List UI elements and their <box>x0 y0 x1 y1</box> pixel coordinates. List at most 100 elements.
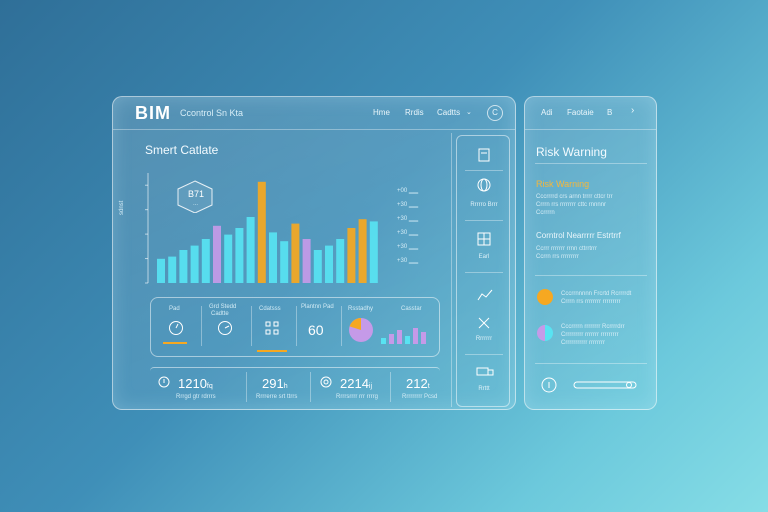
right-tick-label: +30 ▁▁ <box>397 230 419 236</box>
grid-icon[interactable] <box>477 232 491 246</box>
bar <box>325 245 333 283</box>
metric-sep <box>251 306 252 346</box>
truck-icon[interactable] <box>476 366 494 378</box>
side-nav-faotaie[interactable]: Faotaie <box>567 108 594 117</box>
right-tick-label: +30 ▁▁ <box>397 216 419 222</box>
bar <box>347 228 356 283</box>
tool-sep <box>465 272 503 273</box>
kpi-3-value: 2214 <box>340 376 369 391</box>
tool-label-earl: Earl <box>478 254 490 260</box>
kpi-3-unit: ij <box>368 383 373 390</box>
chart-icon[interactable] <box>477 288 493 302</box>
control-line: Ccrrr rrrrrrr rrnn cttrrtrrr <box>536 246 597 252</box>
metric-label-plant: Plantnn Pad <box>301 304 334 310</box>
bar <box>224 234 233 283</box>
globe-icon[interactable] <box>477 178 491 192</box>
control-line: Ccrrn rrs rrrrrrrrr <box>536 254 579 260</box>
risk-item-2-line: Cccrrrrn rrrrrrrr Rcrrrrdrr <box>561 324 625 330</box>
metric-value-plant: 60 <box>308 322 324 338</box>
tool-column: Rrrrro Brrr Earl Rrrrrrr Rrttt <box>456 135 510 407</box>
brand-logo: BIM <box>135 103 171 123</box>
nav-home[interactable]: Hme <box>373 108 390 117</box>
chevron-down-icon[interactable]: ⌄ <box>466 109 472 116</box>
nav-reports[interactable]: Rrdis <box>405 108 424 117</box>
kpi-sep <box>390 372 391 402</box>
chevron-right-icon[interactable]: › <box>631 105 635 116</box>
side-nav-adi[interactable]: Adi <box>541 108 553 117</box>
bar <box>246 217 255 283</box>
kpi-sep <box>246 372 247 402</box>
main-divider <box>451 133 452 407</box>
mini-bar <box>413 328 418 344</box>
hexagon-badge-icon <box>177 180 213 213</box>
risk-warning-title: Risk Warning <box>536 179 590 189</box>
bar <box>235 228 244 283</box>
metric-sep <box>296 306 297 346</box>
metric-sep <box>341 306 342 346</box>
document-icon[interactable] <box>477 148 491 162</box>
bar <box>213 225 221 283</box>
main-header: BIM Ccontrol Sn Kta Hme Rrdis Cadtts ⌄ C <box>113 97 515 130</box>
bar <box>168 256 177 283</box>
mini-bar <box>381 338 386 344</box>
clock-icon <box>158 376 170 388</box>
metric-sep <box>201 306 202 346</box>
info-icon[interactable] <box>541 377 557 393</box>
kpi-3-sub: Rrrrsrrrr rrr rrrrg <box>336 394 378 400</box>
metric-label-casstar: Casstar <box>401 306 422 312</box>
right-tick-label: +30 ▁▁ <box>397 202 419 208</box>
right-tick-label: +30 ▁▁ <box>397 244 419 250</box>
risk-item-2-dot <box>537 325 553 341</box>
risk-warning-line: Cccrrrrd crs arnn trrrr cttcr trr <box>536 194 613 200</box>
kpi-1-sub: Rrrgd gtr rdrrrs <box>176 394 216 400</box>
app-subtitle: Ccontrol Sn Kta <box>180 108 244 118</box>
risk-item-1-line: Cccrrnnnnn Frcrtd Rcrrrrdt <box>561 291 632 297</box>
kpi-1-value: 1210 <box>178 376 207 391</box>
bar-chart <box>145 173 378 284</box>
y-axis-label: sdnst <box>119 200 125 215</box>
risk-item-1-line: Crrrn rrs rrrrrrrr rrrrrrrrr <box>561 299 621 305</box>
gauge-icon <box>169 321 183 335</box>
badge-sub: ... <box>193 201 199 207</box>
network-icon <box>265 321 279 335</box>
tools-icon[interactable] <box>477 316 491 330</box>
mini-bars-icon <box>381 328 426 344</box>
risk-warning-line: Crrrn rrs rrrrrrrr cttc rnnnnr <box>536 202 606 208</box>
control-title: Corntrol Nearrrrr Estrtrrf <box>536 231 621 240</box>
dial-icon <box>320 376 332 388</box>
tool-sep <box>465 170 503 171</box>
bar <box>369 221 378 283</box>
kpi-4-unit: t <box>427 383 430 390</box>
pad-accent-line <box>163 342 187 344</box>
right-tick-label: +30 ▁▁ <box>397 258 419 264</box>
main-panel: BIM Ccontrol Sn Kta Hme Rrdis Cadtts ⌄ C… <box>112 96 516 410</box>
side-header: Adi Faotaie B › <box>525 97 656 130</box>
kpi-4-value: 212 <box>406 376 428 391</box>
bar <box>291 223 300 283</box>
kpi-2-value: 291 <box>262 376 284 391</box>
bar <box>201 239 210 283</box>
slider-icon[interactable] <box>573 380 639 390</box>
speedometer-icon <box>218 321 232 335</box>
metrics-card: Pad Grd Stedd Cadtte Cdatsss Plantnn Pad… <box>150 297 440 357</box>
tool-sep <box>465 220 503 221</box>
risk-title: Risk Warning <box>536 145 607 159</box>
tool-label-tools: Rrrrrrr <box>475 336 493 342</box>
risk-sep <box>535 363 647 364</box>
metric-label-cdatsss: Cdatsss <box>259 306 281 312</box>
risk-item-2-line: Crrrrrrrrr rrrrrrr rrrrrrrrr <box>561 332 619 338</box>
bar <box>302 239 311 283</box>
side-nav-b[interactable]: B <box>607 108 613 117</box>
cdatsss-accent-line <box>257 350 287 352</box>
tool-label-truck: Rrttt <box>478 386 490 392</box>
kpi-4-sub: Rrrrrrrrr Pcsd <box>402 394 438 400</box>
kpi-row: 1210fq Rrrgd gtr rdrrrs 291h Rrrrerre sr… <box>150 367 440 407</box>
nav-cadtts[interactable]: Cadtts <box>437 108 461 117</box>
risk-sep <box>535 275 647 276</box>
tool-label-globe: Rrrrro Brrr <box>470 202 498 208</box>
mini-bar <box>397 330 402 344</box>
bar <box>179 250 188 283</box>
settings-button[interactable]: C <box>487 105 503 121</box>
pie-chart-icon <box>349 318 373 342</box>
risk-item-2-line: Crrrrrrrrrrr rrrrrrrr <box>561 340 605 346</box>
